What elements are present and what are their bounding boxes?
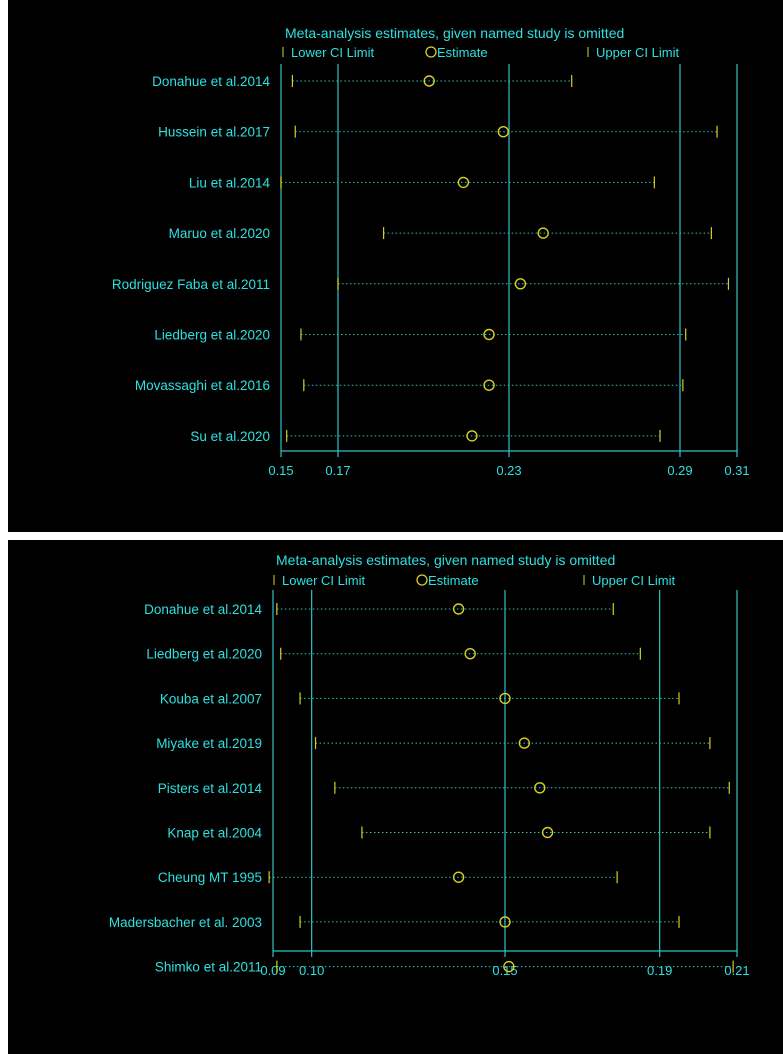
x-tick-label: 0.19 [647,963,672,978]
study-label: Shimko et al.2011 [155,960,262,975]
estimate-marker [452,871,465,883]
study-label: Kouba et al.2007 [160,691,262,706]
x-tick-label: 0.29 [667,463,692,478]
estimate-marker [483,379,495,391]
study-label: Su et al.2020 [190,429,270,444]
chart-title: Meta-analysis estimates, given named stu… [285,25,624,41]
forest-plot-2: Meta-analysis estimates, given named stu… [109,552,750,978]
estimate-marker [541,826,554,839]
estimate-marker [514,278,527,290]
study-label: Cheung MT 1995 [158,870,262,885]
chart-title: Meta-analysis estimates, given named stu… [276,552,615,568]
estimate-marker [457,176,470,189]
forest-plot-1: Meta-analysis estimates, given named stu… [112,25,750,478]
study-label: Hussein et al.2017 [158,125,270,140]
study-label: Donahue et al.2014 [152,74,270,89]
x-tick-label: 0.21 [724,963,749,978]
forest-plot-panel-2: Meta-analysis estimates, given named stu… [8,540,783,1054]
x-tick-label: 0.15 [268,463,293,478]
study-label: Madersbacher et al. 2003 [109,915,262,930]
estimate-marker [518,737,531,749]
study-label: Liu et al.2014 [189,175,271,190]
estimate-marker [503,960,515,973]
estimate-marker [466,430,478,442]
x-tick-label: 0.17 [325,463,350,478]
legend-upper-label: Upper CI Limit [596,45,679,60]
legend-estimate-marker [425,46,437,58]
study-label: Movassaghi et al.2016 [135,378,270,393]
study-label: Liedberg et al.2020 [154,328,270,343]
study-label: Maruo et al.2020 [169,226,270,241]
study-label: Liedberg et al.2020 [146,647,262,662]
estimate-marker [452,603,465,615]
estimate-marker [534,782,546,794]
legend-estimate-label: Estimate [428,573,479,588]
study-label: Donahue et al.2014 [144,602,262,617]
estimate-marker [537,227,549,239]
study-label: Knap et al.2004 [167,826,262,841]
legend-lower-label: Lower CI Limit [282,573,365,588]
x-tick-label: 0.31 [724,463,749,478]
estimate-marker [499,916,511,928]
legend-lower-label: Lower CI Limit [291,45,374,60]
legend-upper-label: Upper CI Limit [592,573,675,588]
x-tick-label: 0.23 [496,463,521,478]
legend-estimate-marker [416,574,428,586]
study-label: Pisters et al.2014 [158,781,263,796]
legend-estimate-label: Estimate [437,45,488,60]
estimate-marker [464,647,476,660]
forest-plot-panel-1: Meta-analysis estimates, given named stu… [8,0,783,532]
study-label: Rodriguez Faba et al.2011 [112,277,270,292]
estimate-marker [423,75,435,87]
estimate-marker [497,125,509,138]
x-tick-label: 0.09 [260,963,285,978]
study-label: Miyake et al.2019 [156,736,262,751]
estimate-marker [499,692,511,705]
estimate-marker [483,328,495,341]
x-tick-label: 0.10 [299,963,324,978]
